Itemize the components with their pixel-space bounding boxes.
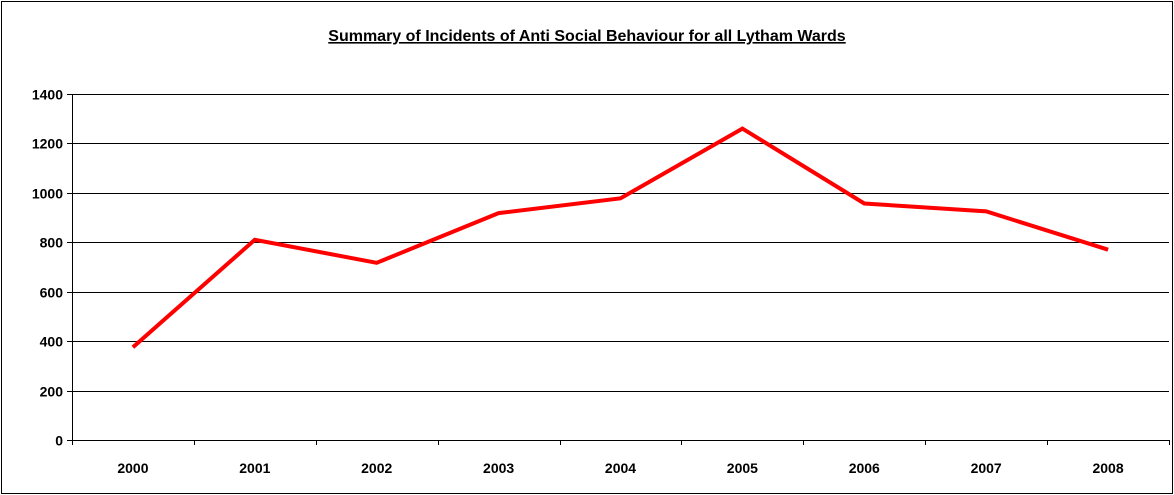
chart-title: Summary of Incidents of Anti Social Beha… xyxy=(328,28,846,45)
gridlines xyxy=(72,94,1169,392)
y-tick-label: 1000 xyxy=(32,186,63,202)
x-tick-label: 2002 xyxy=(361,460,392,476)
series-line xyxy=(131,126,1109,349)
y-tick-label: 400 xyxy=(40,334,64,350)
x-tick-label: 2004 xyxy=(605,460,636,476)
x-tick-label: 2006 xyxy=(849,460,880,476)
x-tick-label: 2005 xyxy=(727,460,758,476)
y-tick-label: 0 xyxy=(55,433,63,449)
series-group xyxy=(131,126,1109,349)
x-axis-tick-labels: 2000 2001 2002 2003 2004 2005 2006 2007 2008 xyxy=(117,460,1123,476)
y-tick-label: 1200 xyxy=(32,136,63,152)
axes xyxy=(67,94,1170,445)
x-tick-label: 2007 xyxy=(971,460,1002,476)
x-tick-label: 2000 xyxy=(117,460,148,476)
y-axis-tick-labels: 0 200 400 600 800 1000 1200 1400 xyxy=(32,87,63,449)
y-tick-label: 1400 xyxy=(32,87,63,103)
x-tick-label: 2003 xyxy=(483,460,514,476)
y-tick-label: 800 xyxy=(40,235,64,251)
y-tick-label: 600 xyxy=(40,285,64,301)
x-tick-label: 2001 xyxy=(239,460,270,476)
x-tick-label: 2008 xyxy=(1092,460,1123,476)
y-tick-label: 200 xyxy=(40,384,64,400)
